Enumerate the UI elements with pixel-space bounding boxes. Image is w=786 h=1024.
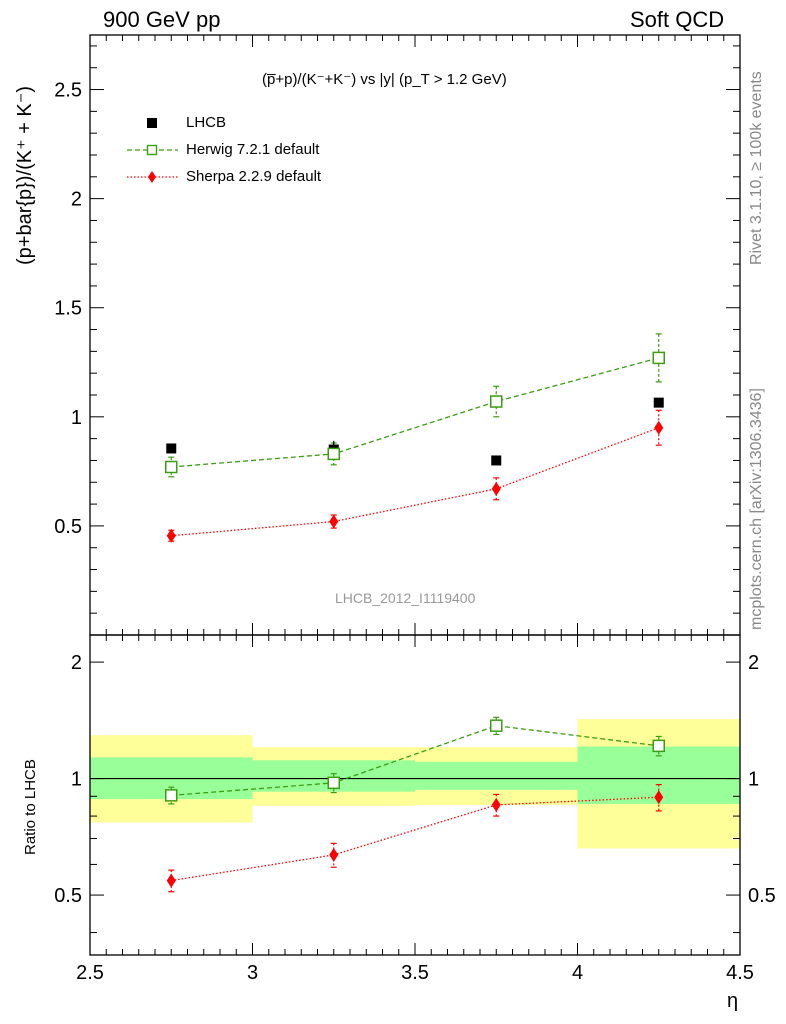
ratio-herwig-point (165, 789, 178, 802)
legend-lhcb-label: LHCB (186, 114, 227, 131)
x-tick-label: 4.5 (726, 962, 754, 984)
herwig-point (165, 460, 178, 474)
legend-sherpa-marker (127, 171, 178, 183)
herwig-point (490, 395, 503, 408)
y-tick-label: 2.5 (54, 80, 82, 102)
header-left: 900 GeV pp (103, 7, 221, 32)
sherpa-point (166, 528, 176, 543)
ratio-sherpa-point (491, 797, 501, 812)
x-tick-label: 4 (572, 962, 583, 984)
ratio-y-tick-label-right: 1 (748, 769, 759, 791)
sherpa-point (491, 481, 501, 496)
sherpa-point (654, 420, 664, 435)
ratio-herwig-point (327, 776, 340, 790)
lhcb-point (491, 455, 502, 466)
ratio-sherpa-point (654, 790, 664, 805)
ratio-y-tick-label-right: 2 (748, 652, 759, 674)
herwig-point (327, 447, 340, 461)
x-tick-label: 2.5 (76, 962, 104, 984)
ratio-y-tick-label: 0.5 (54, 885, 82, 907)
legend-herwig-label: Herwig 7.2.1 default (186, 141, 320, 158)
y-tick-label: 2 (71, 189, 82, 211)
legend: LHCB Herwig 7.2.1 default Sherpa 2.2.9 d… (125, 112, 385, 192)
ratio-sherpa-line (171, 796, 659, 882)
ratio-herwig-line (171, 725, 659, 797)
legend-sherpa-label: Sherpa 2.2.9 default (186, 168, 322, 185)
x-tick-label: 3.5 (401, 962, 429, 984)
lhcb-point (653, 397, 664, 408)
herwig-line (171, 357, 659, 468)
main-y-axis-label: (p+bar{p})/(K⁺ + K⁻) (14, 86, 36, 265)
ratio-band-inner (415, 761, 578, 790)
ratio-y-tick-label: 2 (71, 652, 82, 674)
ratio-y-tick-label-right: 0.5 (748, 885, 776, 907)
mcplots-label: mcplots.cern.ch [arXiv:1306.3436] (748, 388, 765, 630)
ratio-y-tick-label: 1 (71, 769, 82, 791)
ratio-sherpa-point (329, 847, 339, 862)
analysis-watermark: LHCB_2012_I1119400 (335, 590, 476, 606)
ratio-herwig-point (652, 739, 665, 753)
x-axis-label: η (727, 990, 739, 1012)
chart-title: (p̅+p)/(K⁻+K⁻) vs |y| (p_T > 1.2 GeV) (262, 71, 507, 88)
y-tick-label: 0.5 (54, 516, 82, 538)
sherpa-line (171, 427, 659, 537)
ratio-y-axis-label: Ratio to LHCB (22, 759, 39, 855)
sherpa-point (329, 514, 339, 529)
legend-lhcb-marker (147, 118, 157, 128)
legend-herwig-marker (127, 144, 178, 156)
y-tick-label: 1.5 (54, 298, 82, 320)
ratio-herwig-point (490, 719, 503, 732)
herwig-point (652, 351, 665, 365)
x-tick-label: 3 (247, 962, 258, 984)
ratio-sherpa-point (166, 873, 176, 888)
y-tick-label: 1 (71, 407, 82, 429)
rivet-label: Rivet 3.1.10, ≥ 100k events (748, 71, 765, 265)
header-right: Soft QCD (630, 7, 725, 32)
lhcb-point (166, 443, 177, 454)
